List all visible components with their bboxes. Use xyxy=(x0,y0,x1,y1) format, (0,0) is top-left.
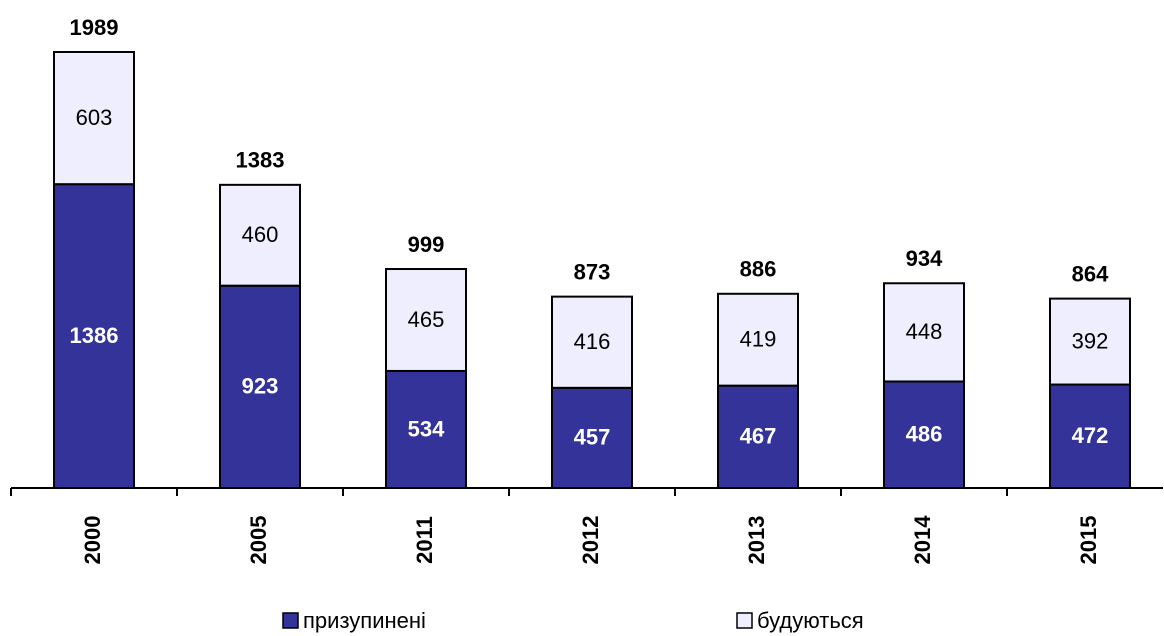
total-label: 1383 xyxy=(236,148,285,173)
legend-swatch xyxy=(736,612,753,629)
data-label: 460 xyxy=(242,222,279,247)
x-tick-label: 2015 xyxy=(1076,516,1101,565)
total-label: 864 xyxy=(1072,261,1109,286)
x-tick-label: 2013 xyxy=(744,516,769,565)
bar-segment xyxy=(53,183,135,489)
data-label: 392 xyxy=(1072,328,1109,353)
data-label: 1386 xyxy=(70,323,119,348)
bar-segment xyxy=(717,384,799,490)
total-label: 886 xyxy=(740,257,777,282)
total-label: 1989 xyxy=(70,15,119,40)
bar-segment xyxy=(385,268,467,372)
total-label: 999 xyxy=(408,232,445,257)
bar-segment xyxy=(1049,383,1131,489)
data-label: 472 xyxy=(1072,423,1109,448)
data-label: 457 xyxy=(574,425,611,450)
total-label: 934 xyxy=(906,246,943,271)
data-label: 465 xyxy=(408,307,445,332)
x-tick-label: 2014 xyxy=(910,515,935,565)
data-label: 603 xyxy=(76,105,113,130)
data-label: 416 xyxy=(574,329,611,354)
bar-segment xyxy=(883,380,965,489)
data-label: 923 xyxy=(242,374,279,399)
x-tick-label: 2012 xyxy=(578,516,603,565)
bar-segment xyxy=(1049,297,1131,386)
total-label: 873 xyxy=(574,259,611,284)
bar-segment xyxy=(219,284,301,490)
x-tick-label: 2005 xyxy=(246,516,271,565)
bar-segment xyxy=(717,292,799,387)
x-tick-label: 2011 xyxy=(412,516,437,564)
data-label: 486 xyxy=(906,422,943,447)
bar-segment xyxy=(53,51,135,186)
bar-segment xyxy=(551,295,633,389)
bar-segment xyxy=(385,369,467,489)
legend-label: будуються xyxy=(757,608,864,633)
data-label: 419 xyxy=(740,327,777,352)
legend-label: призупинені xyxy=(303,608,426,633)
data-label: 467 xyxy=(740,424,777,449)
data-label: 534 xyxy=(408,416,445,441)
bar-segment xyxy=(219,183,301,287)
bar-segment xyxy=(883,282,965,383)
x-tick-label: 2000 xyxy=(80,516,105,565)
legend-swatch xyxy=(282,612,299,629)
data-label: 448 xyxy=(906,319,943,344)
